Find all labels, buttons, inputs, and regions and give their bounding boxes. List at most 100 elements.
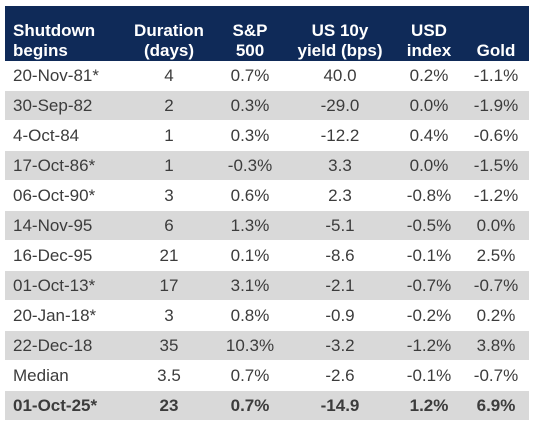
usd-cell: -0.5% — [395, 210, 463, 241]
sp500-cell: 1.3% — [215, 210, 285, 241]
header-us10y: US 10y yield (bps) — [285, 6, 395, 61]
date-cell: 01-Oct-25* — [5, 390, 123, 420]
header-line: (days) — [143, 41, 195, 60]
current-shutdown-row: 01-Oct-25* 23 0.7% -14.9 1.2% 6.9% — [5, 390, 529, 420]
duration-cell: 17 — [123, 270, 215, 301]
header-row: Shutdown begins Duration (days) S&P 500 … — [5, 6, 529, 61]
date-cell: 16-Dec-95 — [5, 240, 123, 271]
us10y-cell: -29.0 — [285, 90, 395, 121]
date-cell: 14-Nov-95 — [5, 210, 123, 241]
table-row: 06-Oct-90* 3 0.6% 2.3 -0.8% -1.2% — [5, 180, 529, 211]
us10y-cell: -3.2 — [285, 330, 395, 361]
header-line: 500 — [235, 41, 265, 60]
usd-cell: -1.2% — [395, 330, 463, 361]
sp500-cell: 0.7% — [215, 61, 285, 91]
date-cell: Median — [5, 360, 123, 391]
shutdown-returns-table: Shutdown begins Duration (days) S&P 500 … — [5, 6, 529, 420]
table-row: 20-Nov-81* 4 0.7% 40.0 0.2% -1.1% — [5, 61, 529, 91]
us10y-cell: -8.6 — [285, 240, 395, 271]
duration-cell: 21 — [123, 240, 215, 271]
gold-cell: -1.9% — [463, 90, 529, 121]
date-cell: 06-Oct-90* — [5, 180, 123, 211]
date-cell: 4-Oct-84 — [5, 120, 123, 151]
date-cell: 20-Jan-18* — [5, 300, 123, 331]
gold-cell: 0.0% — [463, 210, 529, 241]
gold-cell: -1.1% — [463, 61, 529, 91]
sp500-cell: 10.3% — [215, 330, 285, 361]
header-line: US 10y — [311, 21, 369, 40]
duration-cell: 2 — [123, 90, 215, 121]
usd-cell: 1.2% — [395, 390, 463, 420]
date-cell: 30-Sep-82 — [5, 90, 123, 121]
gold-cell: -1.5% — [463, 150, 529, 181]
table-row: 16-Dec-95 21 0.1% -8.6 -0.1% 2.5% — [5, 240, 529, 271]
gold-cell: 6.9% — [463, 390, 529, 420]
header-line: Shutdown — [13, 21, 96, 40]
table-row: 20-Jan-18* 3 0.8% -0.9 -0.2% 0.2% — [5, 300, 529, 331]
sp500-cell: 3.1% — [215, 270, 285, 301]
header-line: yield (bps) — [297, 41, 383, 60]
table-row: 4-Oct-84 1 0.3% -12.2 0.4% -0.6% — [5, 120, 529, 151]
gold-cell: 3.8% — [463, 330, 529, 361]
duration-cell: 6 — [123, 210, 215, 241]
date-cell: 17-Oct-86* — [5, 150, 123, 181]
us10y-cell: 3.3 — [285, 150, 395, 181]
duration-cell: 23 — [123, 390, 215, 420]
table-row: 14-Nov-95 6 1.3% -5.1 -0.5% 0.0% — [5, 210, 529, 241]
us10y-cell: 40.0 — [285, 61, 395, 91]
gold-cell: -0.7% — [463, 360, 529, 391]
usd-cell: -0.8% — [395, 180, 463, 211]
table-row: 22-Dec-18 35 10.3% -3.2 -1.2% 3.8% — [5, 330, 529, 361]
usd-cell: 0.4% — [395, 120, 463, 151]
us10y-cell: -14.9 — [285, 390, 395, 420]
us10y-cell: -0.9 — [285, 300, 395, 331]
header-line: Duration — [134, 21, 204, 40]
date-cell: 22-Dec-18 — [5, 330, 123, 361]
median-row: Median 3.5 0.7% -2.6 -0.1% -0.7% — [5, 360, 529, 391]
duration-cell: 35 — [123, 330, 215, 361]
duration-cell: 1 — [123, 120, 215, 151]
gold-cell: -1.2% — [463, 180, 529, 211]
header-sp500: S&P 500 — [215, 6, 285, 61]
duration-cell: 1 — [123, 150, 215, 181]
header-shutdown-begins: Shutdown begins — [5, 6, 123, 61]
usd-cell: -0.1% — [395, 360, 463, 391]
us10y-cell: -5.1 — [285, 210, 395, 241]
usd-cell: 0.2% — [395, 61, 463, 91]
usd-cell: 0.0% — [395, 150, 463, 181]
gold-cell: -0.6% — [463, 120, 529, 151]
usd-cell: -0.7% — [395, 270, 463, 301]
header-duration: Duration (days) — [123, 6, 215, 61]
usd-cell: 0.0% — [395, 90, 463, 121]
date-cell: 01-Oct-13* — [5, 270, 123, 301]
sp500-cell: 0.1% — [215, 240, 285, 271]
usd-cell: -0.1% — [395, 240, 463, 271]
us10y-cell: 2.3 — [285, 180, 395, 211]
sp500-cell: 0.3% — [215, 120, 285, 151]
table-row: 30-Sep-82 2 0.3% -29.0 0.0% -1.9% — [5, 90, 529, 121]
date-cell: 20-Nov-81* — [5, 61, 123, 91]
table-body: 20-Nov-81* 4 0.7% 40.0 0.2% -1.1% 30-Sep-82 2 0.… — [5, 61, 529, 420]
gold-cell: -0.7% — [463, 270, 529, 301]
header-line: Gold — [476, 41, 516, 60]
sp500-cell: -0.3% — [215, 150, 285, 181]
header-line: USD — [411, 21, 447, 40]
sp500-cell: 0.7% — [215, 390, 285, 420]
table-row: 17-Oct-86* 1 -0.3% 3.3 0.0% -1.5% — [5, 150, 529, 181]
duration-cell: 3.5 — [123, 360, 215, 391]
sp500-cell: 0.7% — [215, 360, 285, 391]
header-line: S&P — [232, 21, 268, 40]
duration-cell: 3 — [123, 180, 215, 211]
usd-cell: -0.2% — [395, 300, 463, 331]
table-row: 01-Oct-13* 17 3.1% -2.1 -0.7% -0.7% — [5, 270, 529, 301]
sp500-cell: 0.8% — [215, 300, 285, 331]
gold-cell: 2.5% — [463, 240, 529, 271]
sp500-cell: 0.3% — [215, 90, 285, 121]
us10y-cell: -12.2 — [285, 120, 395, 151]
header-line: index — [406, 41, 452, 60]
us10y-cell: -2.1 — [285, 270, 395, 301]
header-usd-index: USD index — [395, 6, 463, 61]
gold-cell: 0.2% — [463, 300, 529, 331]
duration-cell: 3 — [123, 300, 215, 331]
header-gold: Gold — [463, 6, 529, 61]
